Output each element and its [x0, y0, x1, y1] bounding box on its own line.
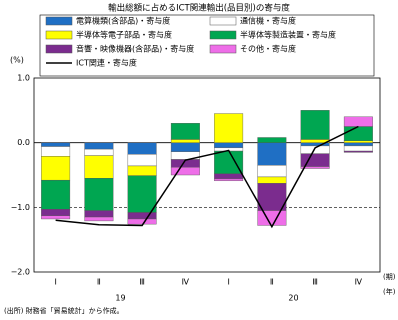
bar-segment: [127, 175, 157, 213]
bar-segment: [343, 126, 373, 141]
x-unit: (期): [383, 273, 396, 281]
y-tick-label: 1.0: [17, 74, 30, 83]
bar-segment: [170, 123, 200, 140]
group-unit: (年): [383, 287, 396, 296]
bar-segment: [127, 165, 157, 176]
bar-segment: [84, 142, 114, 150]
bar-segment: [41, 215, 71, 220]
plot-frame: [33, 77, 381, 273]
legend-label: 半導体等電子部品・寄与度: [76, 30, 172, 40]
bar-segment: [84, 178, 114, 211]
x-tick-label: Ⅰ: [54, 278, 56, 287]
x-tick-label: Ⅱ: [97, 278, 101, 287]
bar-segment: [127, 212, 157, 220]
legend-label: 通信機・寄与度: [240, 16, 296, 26]
bar-segment: [257, 142, 287, 166]
y-tick-label: −1.0: [11, 203, 30, 212]
group-label: 20: [288, 294, 298, 303]
legend-swatch: [45, 44, 73, 54]
bar-segment: [127, 142, 157, 155]
bar-segment: [41, 179, 71, 210]
source-note: (出所) 財務省「貿易統計」から作成。: [4, 306, 124, 315]
bar-segment: [257, 165, 287, 178]
legend-swatch: [45, 16, 73, 26]
y-tick-label: 0.0: [17, 138, 30, 147]
x-tick-label: Ⅳ: [355, 278, 363, 287]
legend-swatch: [209, 30, 237, 40]
legend-swatch: [209, 44, 237, 54]
legend-label: 電算機類(含部品)・寄与度: [76, 16, 170, 26]
bar-segment: [84, 148, 114, 156]
legend-box: [39, 14, 375, 77]
bar-segment: [214, 142, 244, 149]
bar-segment: [214, 150, 244, 174]
legend-swatch: [45, 30, 73, 40]
legend-label: ICT関連・寄与度: [76, 58, 137, 68]
bar-segment: [84, 155, 114, 179]
bar-segment: [41, 156, 71, 181]
bar-segment: [257, 176, 287, 184]
bar-segment: [343, 142, 373, 147]
x-tick-label: Ⅲ: [139, 278, 145, 287]
bar-segment: [127, 154, 157, 167]
line-series: [55, 125, 359, 229]
x-tick-label: Ⅰ: [227, 278, 229, 287]
legend-swatch: [209, 16, 237, 26]
bar-segment: [214, 173, 244, 180]
legend-label: 半導体等製造装置・寄与度: [240, 30, 336, 40]
bar-segment: [343, 116, 373, 127]
bar-segment: [41, 209, 71, 216]
x-tick-label: Ⅲ: [312, 278, 318, 287]
y-tick-label: −2.0: [11, 268, 30, 277]
bar-segment: [257, 210, 287, 226]
chart-title: 輸出総額に占めるICT関連輸出(品目別)の寄与度: [108, 3, 290, 14]
bar-segment: [41, 142, 71, 147]
bar-segment: [170, 167, 200, 176]
bar-segment: [127, 218, 157, 225]
bar-segment: [84, 216, 114, 222]
bar-segment: [84, 210, 114, 218]
bar-segment: [170, 142, 200, 152]
bar-segment: [343, 140, 373, 143]
y-unit: (%): [10, 56, 24, 65]
bar-segment: [41, 146, 71, 157]
x-tick-label: Ⅱ: [270, 278, 274, 287]
bar-segment: [300, 110, 330, 140]
bar-segment: [257, 183, 287, 211]
bar-segment: [343, 150, 373, 153]
group-label: 19: [115, 294, 125, 303]
legend-label: その他・寄与度: [240, 44, 296, 54]
x-tick-label: Ⅳ: [182, 278, 190, 287]
bar-segment: [214, 178, 244, 182]
bar-segment: [300, 166, 330, 169]
bar-segment: [170, 139, 200, 143]
bar-segment: [214, 113, 244, 143]
bar-segment: [257, 137, 287, 143]
legend-label: 音響・映像機器(含部品)・寄与度: [76, 44, 194, 54]
bar-segment: [343, 145, 373, 152]
